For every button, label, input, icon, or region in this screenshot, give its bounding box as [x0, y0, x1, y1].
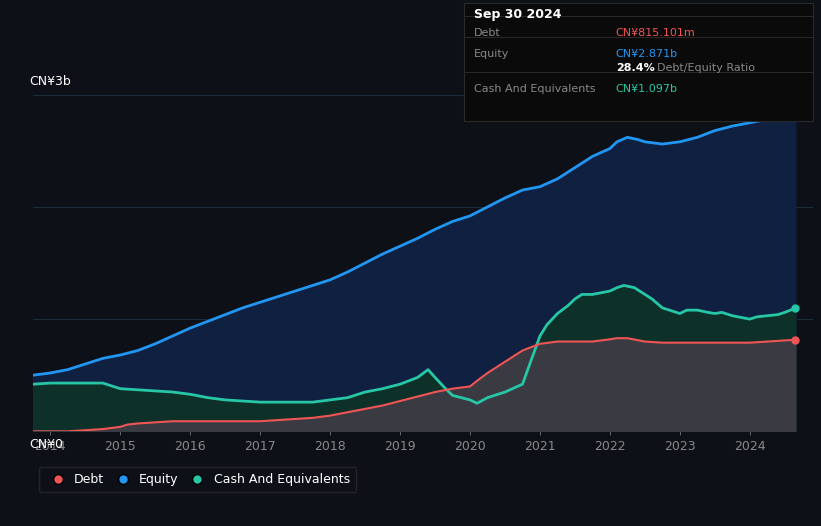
- Legend: Debt, Equity, Cash And Equivalents: Debt, Equity, Cash And Equivalents: [39, 467, 356, 492]
- Text: CN¥1.097b: CN¥1.097b: [616, 84, 678, 94]
- Text: CN¥3b: CN¥3b: [29, 75, 71, 88]
- Text: CN¥2.871b: CN¥2.871b: [616, 49, 678, 59]
- Text: CN¥815.101m: CN¥815.101m: [616, 28, 695, 38]
- Text: Debt/Equity Ratio: Debt/Equity Ratio: [657, 63, 754, 73]
- Text: CN¥0: CN¥0: [29, 438, 63, 451]
- Text: Debt: Debt: [474, 28, 501, 38]
- Text: Cash And Equivalents: Cash And Equivalents: [474, 84, 595, 94]
- Text: 28.4%: 28.4%: [616, 63, 654, 73]
- Text: Sep 30 2024: Sep 30 2024: [474, 8, 562, 21]
- Text: Equity: Equity: [474, 49, 509, 59]
